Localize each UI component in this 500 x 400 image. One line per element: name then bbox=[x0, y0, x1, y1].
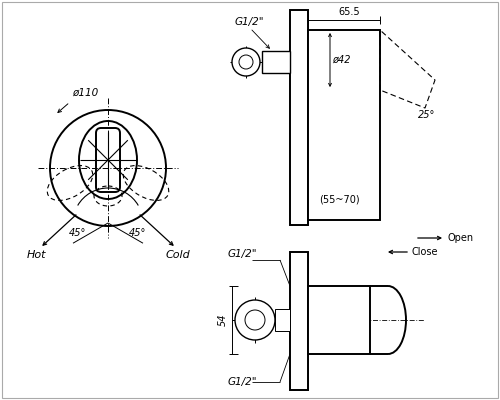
Text: G1/2": G1/2" bbox=[235, 17, 264, 27]
Text: 25°: 25° bbox=[418, 110, 436, 120]
Text: Hot: Hot bbox=[26, 250, 46, 260]
Bar bbox=[290, 252, 308, 390]
Bar bbox=[275, 309, 290, 331]
Bar bbox=[290, 252, 308, 390]
Text: 45°: 45° bbox=[130, 228, 146, 238]
Text: 65.5: 65.5 bbox=[338, 7, 360, 17]
Bar bbox=[290, 10, 308, 225]
Text: (55~70): (55~70) bbox=[318, 194, 360, 204]
Text: G1/2": G1/2" bbox=[228, 249, 258, 259]
Bar bbox=[262, 51, 290, 73]
Circle shape bbox=[232, 48, 260, 76]
Text: 54: 54 bbox=[218, 314, 228, 326]
Circle shape bbox=[235, 300, 275, 340]
Text: 45°: 45° bbox=[70, 228, 86, 238]
Text: Open: Open bbox=[448, 233, 474, 243]
Bar bbox=[308, 30, 380, 220]
Text: Close: Close bbox=[412, 247, 438, 257]
Text: G1/2": G1/2" bbox=[228, 377, 258, 387]
Text: ø42: ø42 bbox=[332, 55, 350, 65]
Bar bbox=[290, 10, 308, 225]
Text: Cold: Cold bbox=[166, 250, 190, 260]
Bar bbox=[308, 286, 370, 354]
Text: ø110: ø110 bbox=[72, 88, 98, 98]
